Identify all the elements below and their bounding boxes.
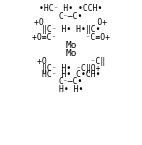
Text: +O≡C⁻      ⁻C≡O+: +O≡C⁻ ⁻C≡O+ <box>32 33 110 42</box>
Text: +O         ⁻C‖: +O ⁻C‖ <box>37 57 105 66</box>
Text: C⁻—C•: C⁻—C• <box>59 77 83 86</box>
Text: +O           O+: +O O+ <box>35 18 107 27</box>
Text: Mo: Mo <box>65 49 77 58</box>
Text: Mo: Mo <box>65 41 77 50</box>
Text: ‖C⁻ H• ⁻C‖O+: ‖C⁻ H• ⁻C‖O+ <box>42 64 100 72</box>
Text: H• H•: H• H• <box>59 85 83 94</box>
Text: •HC⁻ H• •CCH•: •HC⁻ H• •CCH• <box>39 4 103 13</box>
Text: C⁻—C•: C⁻—C• <box>59 12 83 21</box>
Text: HC⁻ H• C•CH•: HC⁻ H• C•CH• <box>42 70 100 79</box>
Text: ‖C⁻ H• H•‖C•: ‖C⁻ H• H•‖C• <box>42 25 100 34</box>
